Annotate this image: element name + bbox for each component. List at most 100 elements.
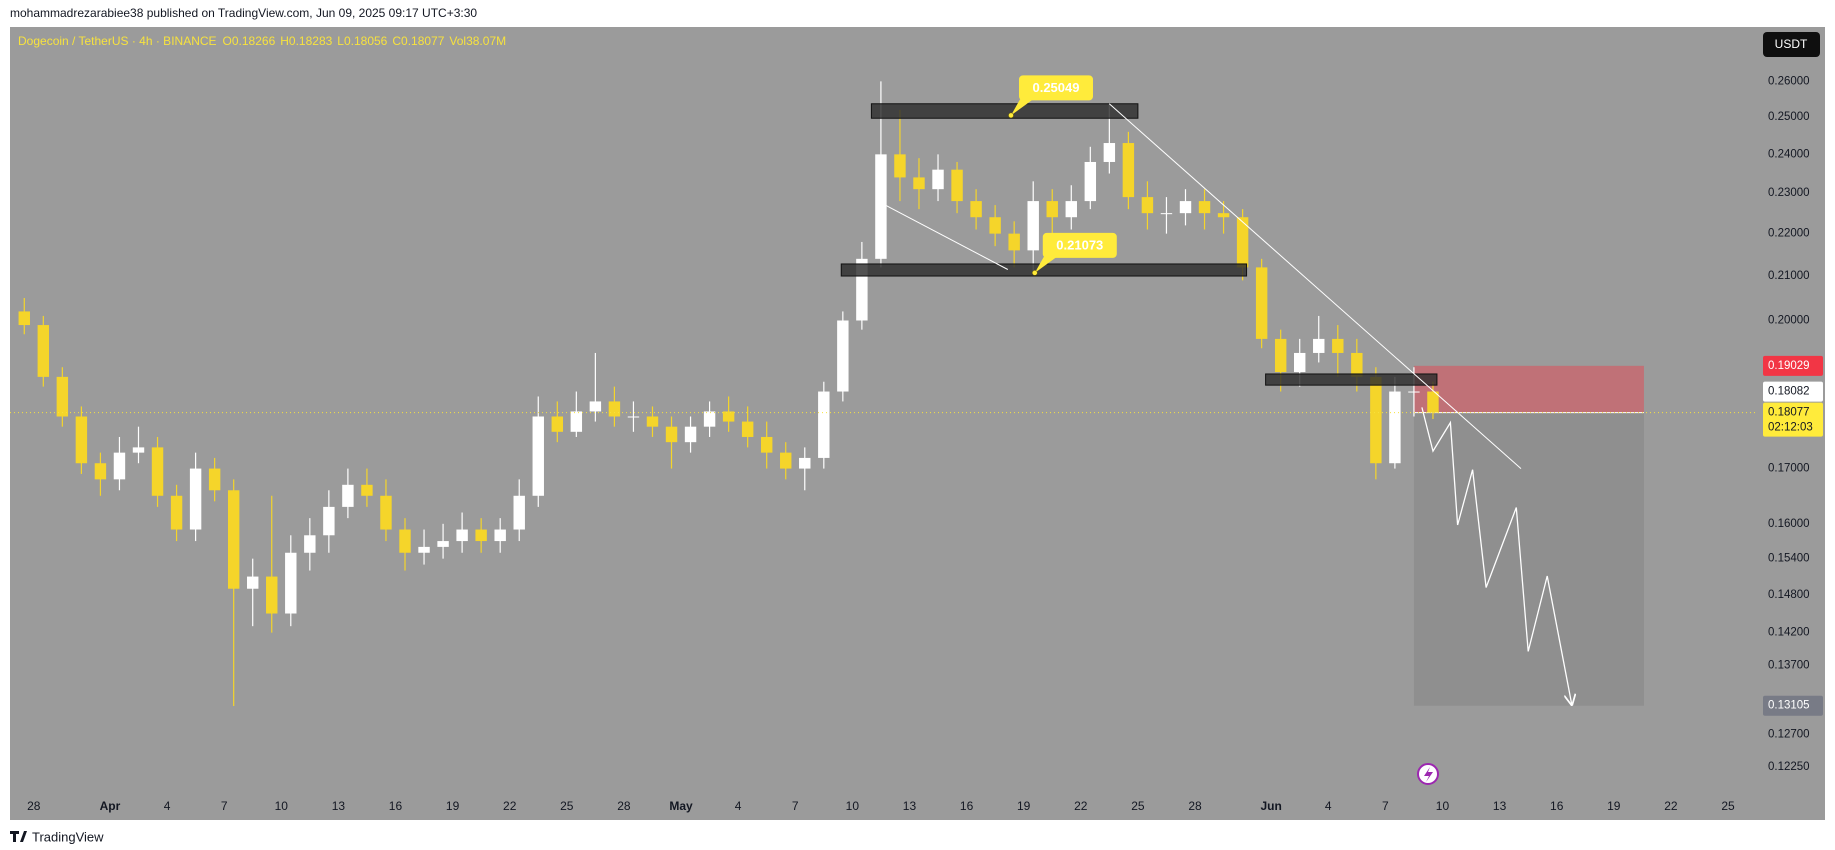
projection-path <box>1421 407 1572 704</box>
candle-body <box>266 576 278 614</box>
logo-mark[interactable] <box>10 831 27 842</box>
x-tick-label: 22 <box>1074 799 1088 813</box>
currency-button[interactable]: USDT <box>1763 32 1820 57</box>
candle-body <box>94 463 107 480</box>
callout-tail <box>1034 256 1057 273</box>
currency-button-bg[interactable] <box>1763 32 1820 57</box>
candle-body <box>132 447 145 453</box>
candle-body <box>856 258 868 321</box>
y-tick-label: 0.15400 <box>1768 553 1810 565</box>
y-tick-label: 0.14200 <box>1768 627 1810 639</box>
candle-body <box>913 177 925 190</box>
candle-body <box>1198 201 1211 214</box>
callout-anchor <box>1008 112 1014 119</box>
candle-body <box>970 201 982 218</box>
x-tick-label: 4 <box>164 799 171 813</box>
price-badge-label: 0.18082 <box>1768 386 1810 398</box>
candle-body <box>589 401 602 412</box>
price-badge-label: 0.13105 <box>1768 700 1810 712</box>
candle-body <box>208 468 221 491</box>
candle-body <box>1274 338 1287 373</box>
candle-body <box>894 154 906 178</box>
trendline <box>1108 103 1522 469</box>
candle-body <box>1027 201 1039 251</box>
y-tick-label: 0.20000 <box>1768 315 1810 327</box>
x-tick-label: 16 <box>1550 799 1564 813</box>
candle-body <box>665 426 678 443</box>
candle-body <box>323 506 335 536</box>
x-tick-label: 25 <box>1131 799 1145 813</box>
candle-body <box>608 401 621 417</box>
x-tick-label: 16 <box>960 799 974 813</box>
ohlc-open: O0.18266 <box>223 34 276 48</box>
y-tick-label: 0.24000 <box>1768 148 1810 160</box>
candle-body <box>780 452 792 469</box>
callout-anchor <box>1032 270 1038 276</box>
candle-body <box>151 447 164 496</box>
callout-label: 0.25049 <box>1032 80 1079 95</box>
countdown: 02:12:03 <box>1768 422 1813 434</box>
currency-label[interactable]: USDT <box>1775 37 1808 51</box>
event-icon-bolt[interactable] <box>1424 767 1433 782</box>
candle-body <box>285 552 297 614</box>
footer-brand[interactable]: TradingView <box>32 829 104 844</box>
x-tick-label: 13 <box>903 799 917 813</box>
stop-zone <box>1413 365 1644 413</box>
x-tick-label: 25 <box>1721 799 1735 813</box>
candle-body <box>37 325 50 377</box>
footer-logo[interactable]: TradingView <box>10 829 104 844</box>
price-badge <box>1763 695 1823 716</box>
candle-body <box>342 484 354 507</box>
event-icon[interactable] <box>1417 763 1439 785</box>
candle-body <box>741 421 754 437</box>
symbol: Dogecoin / TetherUS · 4h · BINANCE <box>18 34 217 48</box>
y-tick-label: 0.21000 <box>1768 270 1810 282</box>
trendline <box>877 200 1009 270</box>
candle-body <box>304 535 316 553</box>
x-tick-label: 7 <box>792 799 799 813</box>
x-tick-label: 13 <box>1493 799 1507 813</box>
candle-body <box>818 391 830 458</box>
price-badge <box>1763 381 1823 402</box>
y-tick-label: 0.14800 <box>1768 589 1810 601</box>
callout-label: 0.21073 <box>1056 237 1103 252</box>
symbol-legend: Dogecoin / TetherUS · 4h · BINANCE O0.182… <box>18 34 506 48</box>
x-tick-label: 10 <box>275 799 289 813</box>
ohlc-high: H0.18283 <box>280 34 332 48</box>
callout-box <box>1018 75 1093 101</box>
x-tick-label: 4 <box>1325 799 1332 813</box>
x-tick-label: 28 <box>617 799 631 813</box>
candle-body <box>1427 391 1439 413</box>
x-tick-label: Jun <box>1260 799 1281 813</box>
candle-body <box>703 411 716 427</box>
candle-body <box>1141 197 1154 214</box>
candle-body <box>760 436 773 453</box>
candle-body <box>799 457 811 469</box>
candle-body <box>1294 352 1306 373</box>
candle-body <box>399 529 411 553</box>
ohlc-close: C0.18077 <box>392 34 444 48</box>
candle-body <box>1313 338 1325 353</box>
candle-body <box>437 541 449 547</box>
chart-pane <box>10 27 1825 820</box>
x-tick-label: 4 <box>735 799 742 813</box>
candle-body <box>1351 352 1363 377</box>
x-tick-label: 7 <box>221 799 228 813</box>
zone <box>870 103 1139 119</box>
x-tick-label: Apr <box>100 799 121 813</box>
y-tick-label: 0.25000 <box>1768 111 1810 123</box>
x-tick-label: 19 <box>446 799 460 813</box>
callout-tail <box>1010 99 1033 116</box>
candle-body <box>1236 217 1249 268</box>
candle-body <box>18 311 30 326</box>
x-tick-label: 10 <box>1436 799 1450 813</box>
ohlc-low: L0.18056 <box>337 34 387 48</box>
x-tick-label: 7 <box>1382 799 1389 813</box>
candle-body <box>113 452 126 480</box>
x-tick-label: 28 <box>27 799 41 813</box>
y-tick-label: 0.17000 <box>1768 463 1810 475</box>
candle-body <box>1389 391 1401 464</box>
candle-body <box>494 529 506 542</box>
volume: Vol38.07M <box>449 34 506 48</box>
